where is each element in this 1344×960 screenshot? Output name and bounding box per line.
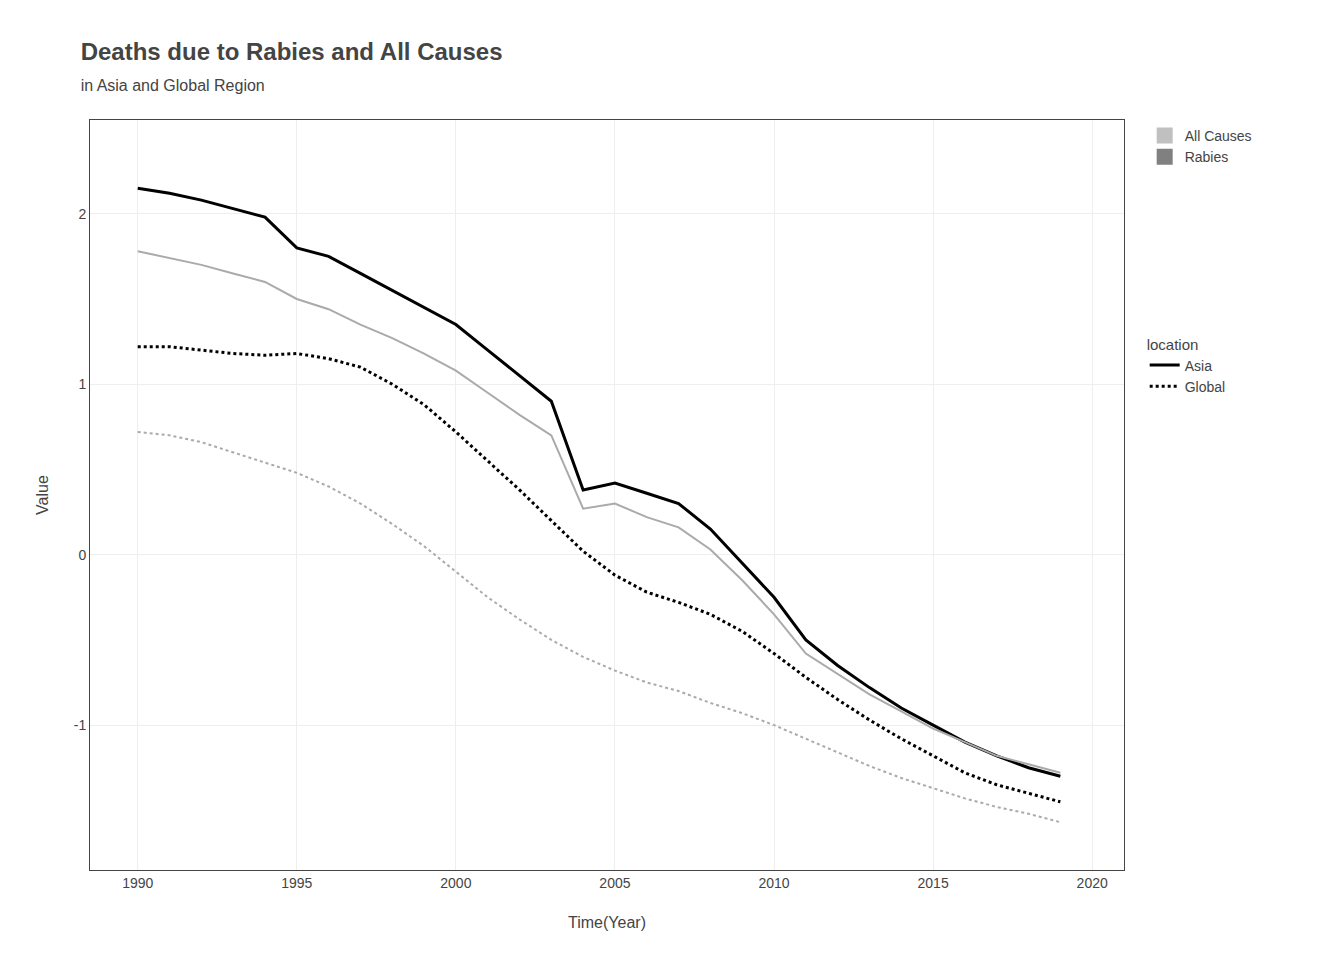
svg-text:2020: 2020: [1077, 875, 1108, 891]
svg-text:1995: 1995: [281, 875, 312, 891]
svg-text:2010: 2010: [758, 875, 789, 891]
svg-text:Time(Year): Time(Year): [568, 914, 646, 931]
svg-text:Asia: Asia: [1185, 358, 1212, 374]
svg-text:2: 2: [78, 206, 86, 222]
svg-text:2015: 2015: [918, 875, 949, 891]
svg-text:location: location: [1147, 336, 1199, 353]
svg-text:1990: 1990: [122, 875, 153, 891]
svg-text:1: 1: [78, 376, 86, 392]
svg-text:-1: -1: [74, 717, 87, 733]
svg-text:Deaths due to Rabies and All C: Deaths due to Rabies and All Causes: [81, 38, 503, 65]
svg-text:Value: Value: [34, 475, 51, 515]
svg-text:2005: 2005: [599, 875, 630, 891]
svg-text:0: 0: [78, 547, 86, 563]
svg-text:Rabies: Rabies: [1185, 149, 1229, 165]
svg-text:2000: 2000: [440, 875, 471, 891]
svg-text:All Causes: All Causes: [1185, 128, 1252, 144]
svg-text:Global: Global: [1185, 379, 1225, 395]
svg-text:in Asia and Global Region: in Asia and Global Region: [81, 77, 265, 94]
